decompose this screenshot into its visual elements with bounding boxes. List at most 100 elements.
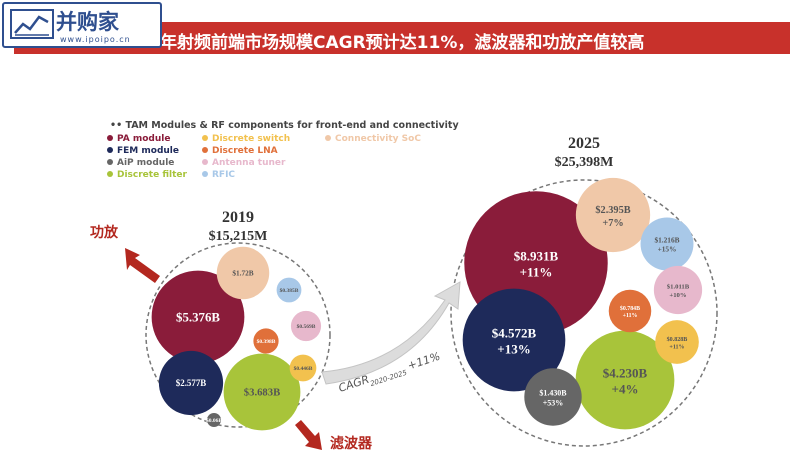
group-total: $25,398M [555, 155, 614, 170]
bubble-growth: +15% [658, 245, 677, 254]
bubble-circle [524, 368, 582, 426]
filter-annotation-label: 滤波器 [330, 435, 373, 452]
legend-item: AiP module [107, 158, 174, 168]
bubble-circle [289, 354, 317, 382]
legend-item: Connectivity SoC [325, 134, 421, 144]
bubble-circle [158, 350, 224, 416]
legend-label: FEM module [117, 146, 179, 156]
bubble-value: $8.931B [514, 248, 559, 263]
cagr-arrow: CAGR2020-2025+11% [321, 281, 461, 395]
bubble-circle [655, 320, 699, 364]
slide-title: 年射频前端市场规模CAGR预计达11%，滤波器和功放产值较高 [160, 33, 645, 53]
legend-label: Discrete switch [212, 134, 290, 144]
bubble: $0.06B [206, 413, 222, 427]
bubble-value: $4.572B [492, 325, 537, 340]
bubble-value: $5.376B [176, 311, 220, 325]
legend-swatch [202, 135, 208, 141]
bubble-circle [207, 413, 221, 427]
legend-item: Discrete switch [202, 134, 290, 144]
brand-name: 并购家 [56, 10, 119, 34]
bubble-value: $0.385B [280, 287, 299, 294]
bubble: $0.784B+11% [608, 289, 652, 333]
filter-arrow-icon [295, 420, 322, 450]
group-total: $15,215M [209, 229, 268, 244]
bubble-value: $0.784B [620, 305, 640, 312]
legend-item: FEM module [107, 146, 179, 156]
bubble-circle [640, 217, 694, 271]
group-bubbles: $5.376B $3.683B $2.577B $1.72B $0.569B $0.446… [151, 246, 322, 431]
bubble: $1.430B+53% [524, 368, 582, 426]
legend-label: Connectivity SoC [335, 134, 421, 144]
legend-swatch [107, 135, 113, 141]
bubble-circle [653, 265, 703, 315]
pa-annotation-label: 功放 [90, 224, 119, 241]
bubble: $2.395B +7% [575, 177, 651, 253]
bubble-group-2019: 2019 $15,215M $5.376B $3.683B $2.577B $1.72… [145, 209, 331, 431]
bubble-value: $2.577B [176, 378, 206, 388]
group-year: 2019 [222, 209, 254, 226]
legend-heading: •• TAM Modules & RF components for front… [110, 120, 459, 131]
bubble: $4.572B +13% [462, 288, 566, 392]
legend-swatch [107, 159, 113, 165]
bubble-growth: +7% [602, 218, 623, 229]
bubble-group-2025: 2025 $25,398M $8.931B +11% $4.572B +13% $4.2… [450, 135, 718, 447]
chart-logo-icon [10, 9, 54, 39]
bubble-value: $1.430B [539, 388, 567, 397]
bubble-circle [151, 270, 245, 364]
legend: •• TAM Modules & RF components for front… [107, 120, 459, 180]
bubble: $3.683B [223, 353, 301, 431]
bubble-growth: +53% [543, 398, 564, 407]
filter-annotation: 滤波器 [295, 420, 373, 452]
legend-label: Discrete LNA [212, 146, 278, 156]
bubble-value: $3.683B [244, 388, 280, 399]
bubble-value: $0.446B [294, 365, 313, 372]
legend-swatch [107, 147, 113, 153]
group-bubbles: $8.931B +11% $4.572B +13% $4.230B +4% $2.395B +… [462, 177, 703, 430]
legend-label: PA module [117, 134, 170, 144]
bubble-circle [290, 310, 322, 342]
bubble-circle [575, 330, 675, 430]
legend-label: AiP module [117, 158, 174, 168]
legend-item: Antenna tuner [202, 158, 286, 168]
bubble-value: $0.828B [667, 336, 688, 343]
bubble-circle [253, 328, 279, 354]
bubble-value: $2.395B [595, 205, 630, 216]
bubble: $1.011B+10% [653, 265, 703, 315]
bubble-growth: +13% [497, 342, 530, 357]
bubble-value: $4.230B [603, 365, 648, 380]
bubble-value: $1.72B [232, 270, 253, 278]
bubble: $1.216B+15% [640, 217, 694, 271]
legend-label: Antenna tuner [212, 158, 286, 168]
legend-item: Discrete LNA [202, 146, 278, 156]
brand-logo: 并购家 www.ipoipo.cn [2, 2, 162, 48]
legend-item: RFIC [202, 170, 235, 180]
bubble-growth: +11% [520, 265, 553, 280]
bubble-circle [276, 277, 302, 303]
bubble: $4.230B +4% [575, 330, 675, 430]
group-outline [145, 242, 331, 428]
bubble-value: $1.011B [667, 284, 690, 291]
legend-swatch [202, 159, 208, 165]
legend-swatch [107, 171, 113, 177]
bubble: $0.446B [289, 354, 317, 382]
group-year: 2025 [568, 135, 600, 152]
legend-item: PA module [107, 134, 170, 144]
bubble: $0.398B [253, 328, 279, 354]
group-outline [450, 179, 718, 447]
brand-url: www.ipoipo.cn [60, 35, 131, 44]
bubble-growth: +11% [623, 313, 638, 319]
bubble-value: $0.06B [206, 417, 222, 424]
bubble-circle [223, 353, 301, 431]
bubble: $0.385B [276, 277, 302, 303]
bubble-circle [216, 246, 270, 300]
bubble-value: $1.216B [654, 236, 679, 245]
bubble: $1.72B [216, 246, 270, 300]
legend-label: RFIC [212, 170, 235, 180]
legend-item: Discrete filter [107, 170, 187, 180]
pa-annotation: 功放 [90, 224, 160, 283]
legend-swatch [202, 171, 208, 177]
bubble: $0.828B+11% [655, 320, 699, 364]
legend-swatch [325, 135, 331, 141]
bubble-value: $0.569B [297, 323, 316, 330]
